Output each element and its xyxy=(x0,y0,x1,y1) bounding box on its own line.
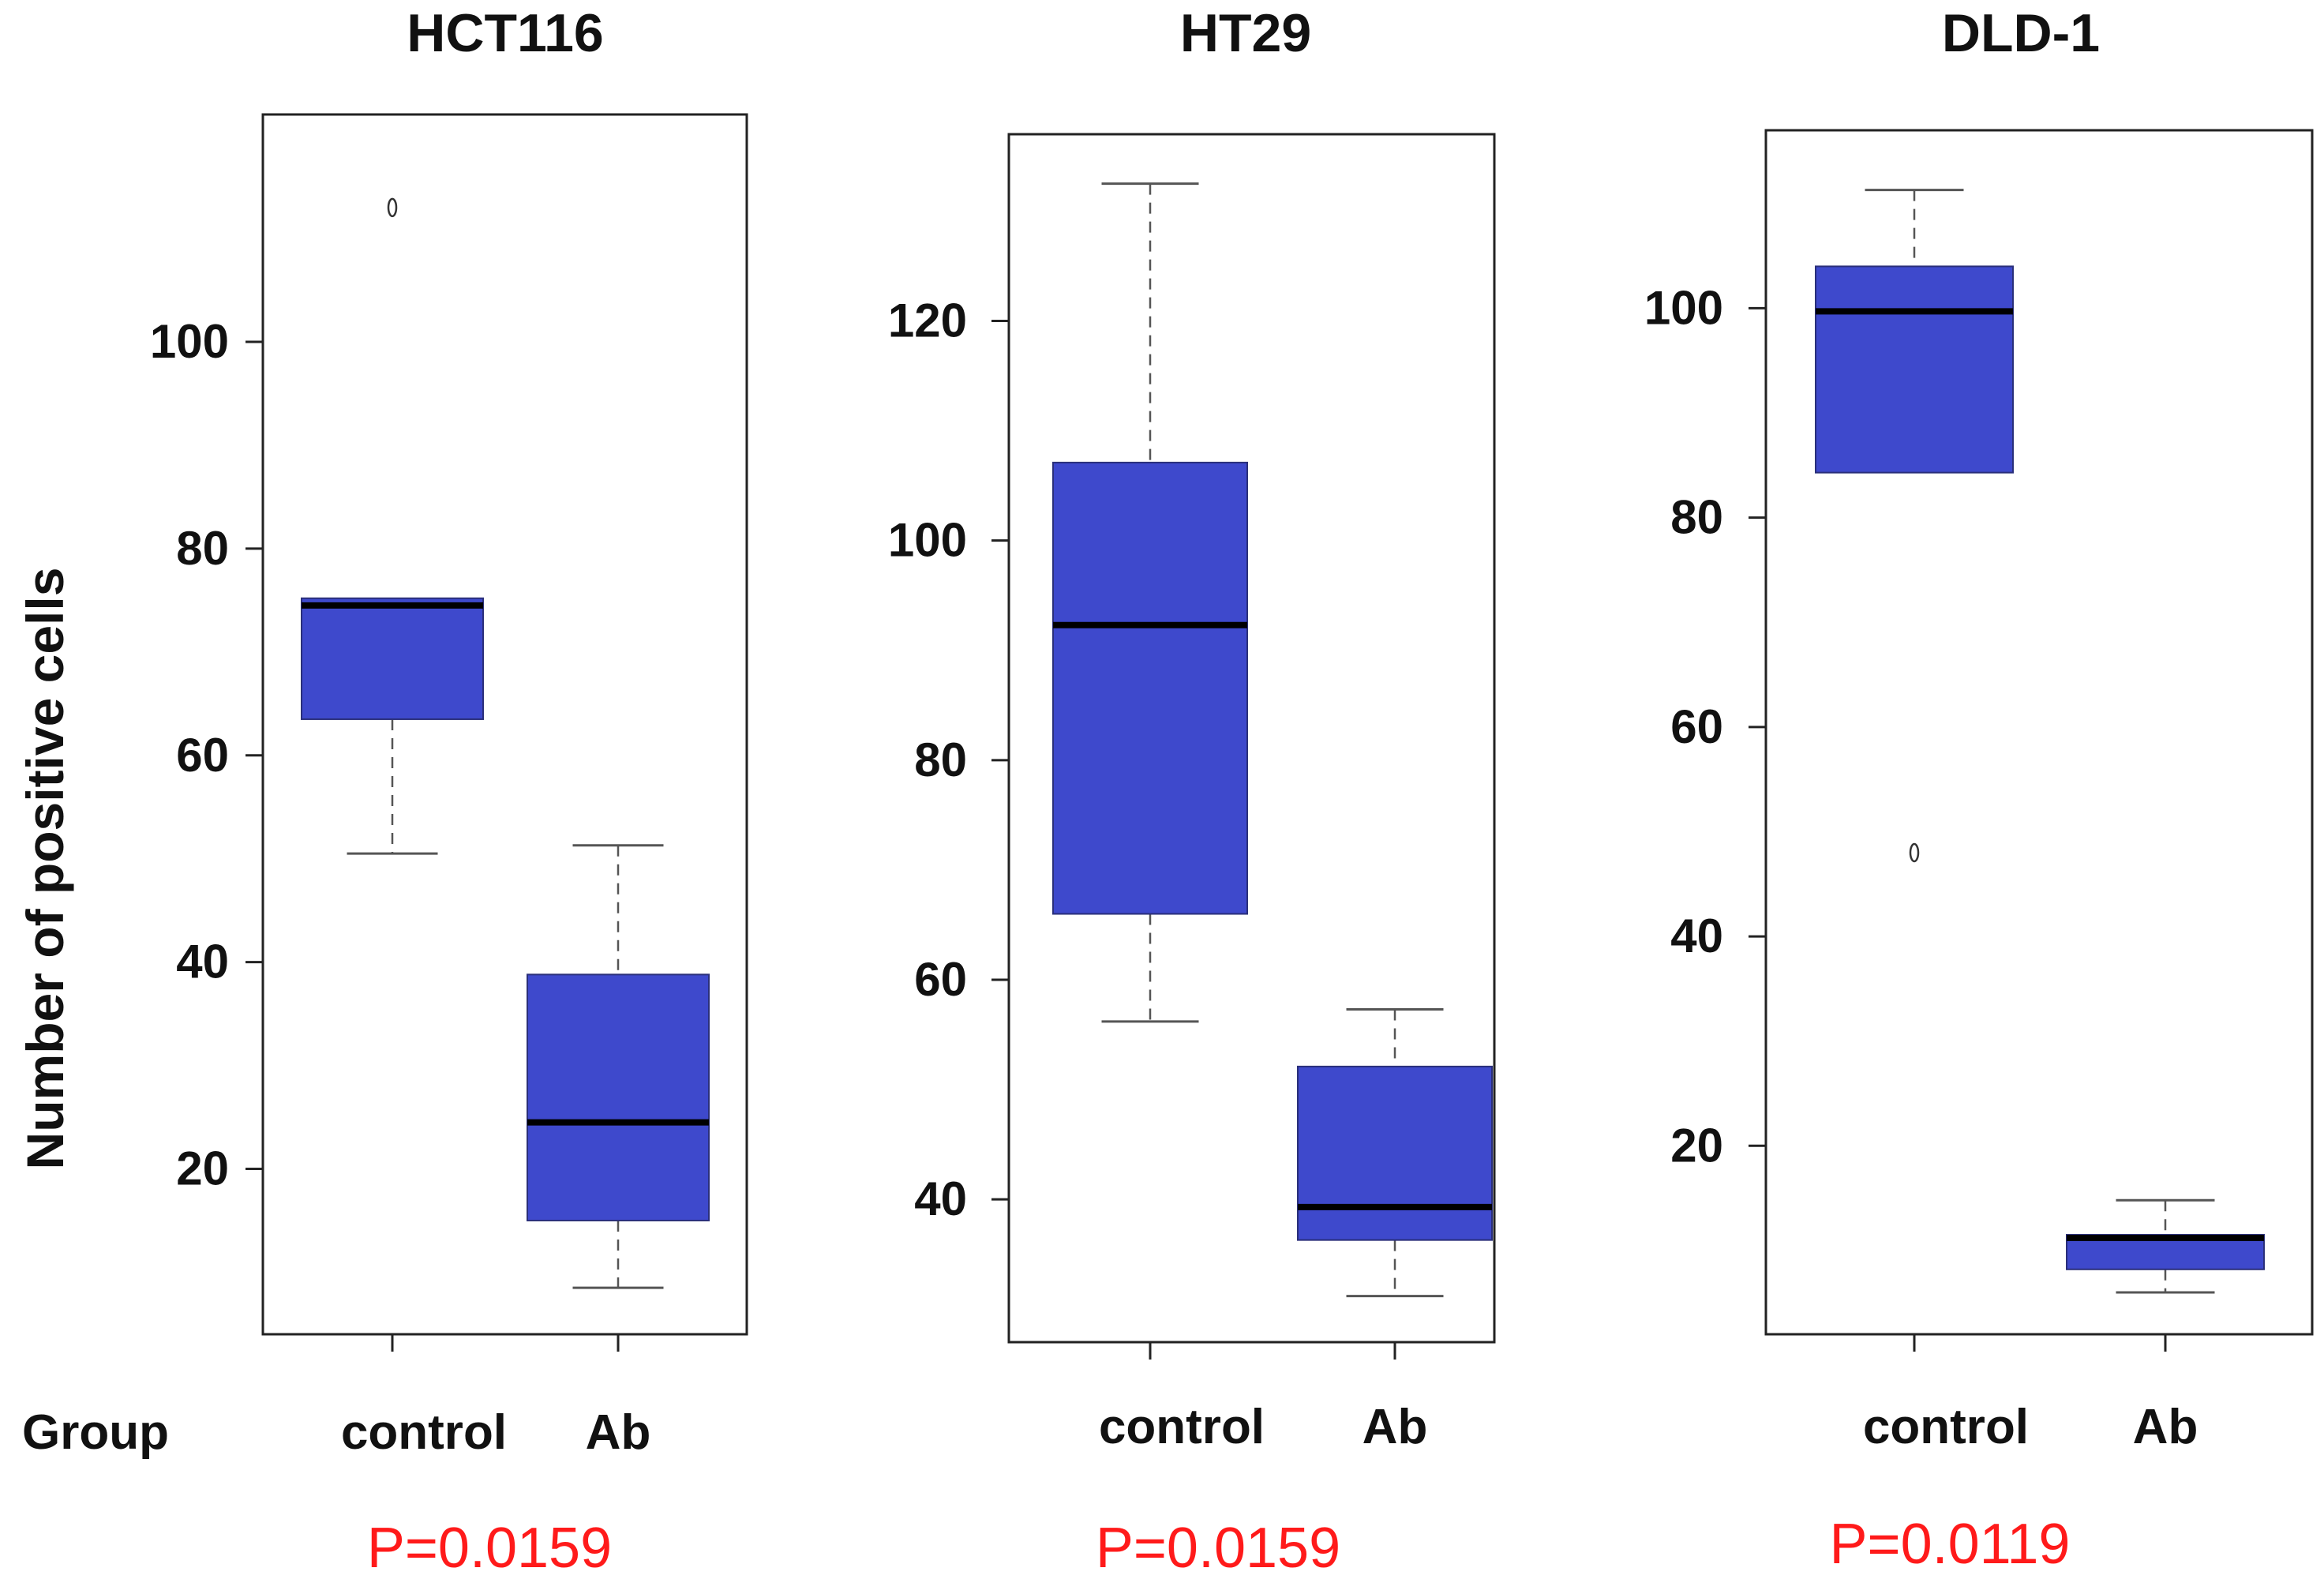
box-ab: Ab xyxy=(2066,1198,2265,1454)
group-axis-label: Group xyxy=(22,1405,169,1460)
x-category-label: control xyxy=(1099,1400,1265,1454)
chart-panels: HCT116 20 40 60 80 100 control Ab P=0.0159 HT29 40… xyxy=(150,3,2314,1580)
outlier-point xyxy=(1909,842,1920,863)
y-tick-label: 40 xyxy=(914,1172,967,1225)
x-category-label: Ab xyxy=(1363,1400,1428,1454)
plot-frame xyxy=(1007,133,1496,1344)
box-control: control xyxy=(301,197,507,1460)
p-value-label: P=0.0159 xyxy=(1096,1517,1340,1580)
box-iqr xyxy=(527,973,710,1221)
y-tick-label: 80 xyxy=(914,733,967,786)
x-category-label: control xyxy=(341,1405,507,1460)
y-tick-label: 60 xyxy=(1670,700,1723,753)
panel-title: HT29 xyxy=(1180,3,1311,63)
panel-title: DLD-1 xyxy=(1942,3,2100,63)
y-tick-label: 40 xyxy=(176,936,229,988)
x-category-label: Ab xyxy=(586,1405,651,1460)
x-category-label: control xyxy=(1863,1400,2029,1454)
y-tick-label: 20 xyxy=(1670,1119,1723,1172)
chart-panel-dld-1: DLD-1 20 40 60 80 100 control Ab P=0.0119 xyxy=(1644,3,2314,1576)
box-control: control xyxy=(1815,189,2029,1454)
y-tick-label: 100 xyxy=(1644,281,1723,334)
p-value-label: P=0.0119 xyxy=(1830,1513,2071,1576)
box-iqr xyxy=(301,597,484,720)
y-tick-label: 80 xyxy=(176,522,229,575)
p-value-label: P=0.0159 xyxy=(367,1517,612,1580)
box-ab: Ab xyxy=(1297,1008,1493,1454)
outlier-point xyxy=(387,197,398,218)
plot-frame xyxy=(1764,129,2314,1336)
y-tick-label: 20 xyxy=(176,1142,229,1195)
y-tick-label: 80 xyxy=(1670,491,1723,544)
box-ab: Ab xyxy=(527,844,710,1460)
panel-title: HCT116 xyxy=(407,3,603,63)
box-iqr xyxy=(1052,461,1248,915)
box-iqr xyxy=(1815,265,2014,474)
y-tick-label: 60 xyxy=(176,729,229,782)
plot-frame xyxy=(261,113,748,1336)
y-tick-label: 120 xyxy=(888,294,967,347)
box-iqr xyxy=(1297,1065,1493,1241)
y-tick-label: 100 xyxy=(150,315,229,368)
y-tick-label: 60 xyxy=(914,953,967,1006)
y-tick-label: 100 xyxy=(888,514,967,567)
chart-panel-hct116: HCT116 20 40 60 80 100 control Ab P=0.0159 xyxy=(150,3,748,1580)
y-tick-label: 40 xyxy=(1670,910,1723,962)
chart-panel-ht29: HT29 40 60 80 100 120 control Ab P=0.0159 xyxy=(888,3,1496,1580)
y-axis-title: Number of positive cells xyxy=(16,568,74,1170)
box-control: control xyxy=(1052,182,1265,1454)
x-category-label: Ab xyxy=(2133,1400,2198,1454)
